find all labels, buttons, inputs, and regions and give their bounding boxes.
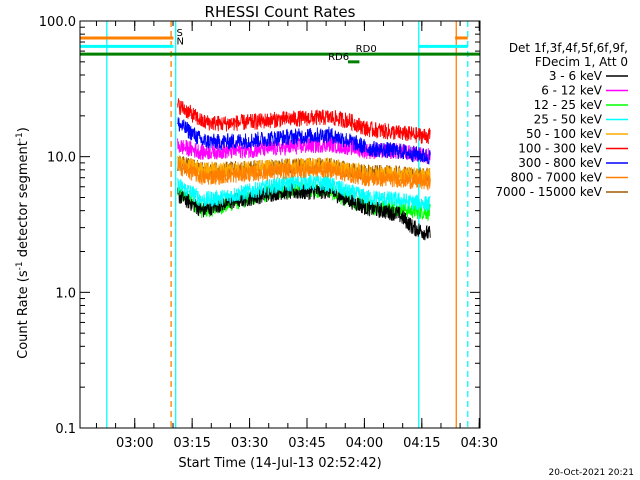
legend-entry-label: 100 - 300 keV	[518, 142, 602, 156]
x-tick-label: 04:00	[346, 436, 383, 451]
series-line	[177, 182, 431, 241]
marker-label: N	[177, 36, 184, 47]
y-axis-label-part: Count Rate (s	[16, 270, 31, 359]
y-axis-label-part: )	[16, 127, 31, 132]
legend-entry-label: 7000 - 15000 keV	[495, 185, 602, 199]
series-line	[177, 98, 431, 145]
y-axis-label-superscript: -1	[15, 261, 25, 270]
legend-entry-label: 800 - 7000 keV	[511, 171, 603, 185]
y-tick-label: 100.0	[39, 15, 76, 30]
x-tick-label: 03:30	[231, 436, 268, 451]
x-tick-label: 03:45	[288, 436, 325, 451]
plot-frame	[79, 20, 481, 429]
marker-label: RD6	[328, 52, 349, 63]
status-markers: SN RD0 RD6	[80, 28, 480, 64]
marker-label: S	[177, 28, 183, 39]
x-tick-label: 04:15	[403, 436, 440, 451]
y-tick-label: 0.1	[55, 422, 76, 437]
legend-entry-label: 300 - 800 keV	[518, 156, 602, 170]
legend-entry-label: 3 - 6 keV	[549, 69, 603, 83]
series-line	[177, 174, 431, 212]
legend: Det 1f,3f,4f,5f,6f,9f,FDecim 1, Att 03 -…	[495, 41, 628, 199]
footer-date: 20-Oct-2021 20:21	[549, 468, 634, 478]
y-tick-label: 1.0	[55, 286, 76, 301]
legend-entry-label: 25 - 50 keV	[534, 113, 603, 127]
legend-header: FDecim 1, Att 0	[535, 55, 628, 69]
series-line	[177, 159, 431, 191]
marker-label: RD0	[356, 44, 377, 55]
series-line	[177, 117, 431, 165]
axes: 100.0 10.0 1.0 0.1 03:00 03:15 03:30 03:45 04:00…	[39, 15, 498, 451]
y-axis-label-part: detector segment	[16, 141, 31, 261]
legend-entry-label: 50 - 100 keV	[526, 127, 603, 141]
x-tick-label: 03:00	[116, 436, 153, 451]
chart-title: RHESSI Count Rates	[205, 3, 356, 21]
vertical-lines	[106, 21, 469, 428]
y-axis-label-superscript: -1	[15, 132, 25, 141]
x-tick-label: 03:15	[173, 436, 210, 451]
legend-header: Det 1f,3f,4f,5f,6f,9f,	[509, 41, 628, 55]
x-tick-label: 04:30	[461, 436, 498, 451]
legend-entry-label: 12 - 25 keV	[534, 98, 603, 112]
legend-entry-label: 6 - 12 keV	[541, 84, 603, 98]
x-axis-label: Start Time (14-Jul-13 02:52:42)	[178, 456, 381, 471]
y-tick-label: 10.0	[47, 151, 76, 166]
data-series	[177, 98, 431, 241]
y-axis-label: Count Rate (s-1 detector segment-1)	[15, 127, 31, 359]
